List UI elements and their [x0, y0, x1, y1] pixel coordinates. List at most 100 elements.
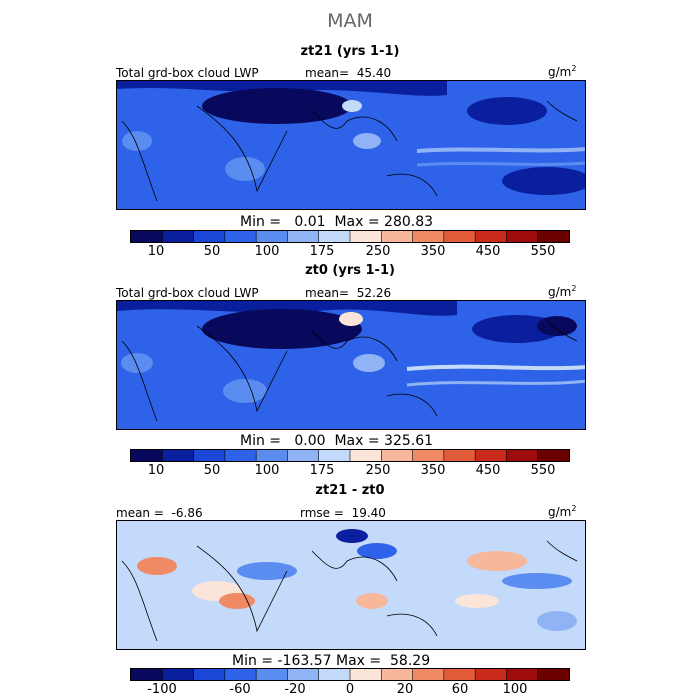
colorbar-swatch [412, 231, 445, 242]
colorbar-swatch [287, 450, 320, 461]
panel1-mean: mean= 45.40 [305, 66, 391, 80]
panel1-variable: Total grd-box cloud LWP [116, 66, 259, 80]
coastline-asia [311, 550, 398, 582]
coastline-central-america [546, 320, 578, 342]
panel2-units: g/m2 [548, 284, 577, 299]
panel1-tick-7: 550 [530, 244, 556, 259]
colorbar-swatch [224, 669, 257, 680]
panel2-minmax: Min = 0.00 Max = 325.61 [240, 433, 434, 449]
coastline-australia [386, 613, 438, 637]
panel2-variable: Total grd-box cloud LWP [116, 286, 259, 300]
positive-anomaly-north-pacific [467, 551, 527, 571]
panel1-tick-4: 250 [365, 244, 391, 259]
colorbar-swatch [162, 450, 195, 461]
colorbar-swatch [443, 669, 476, 680]
panel2-tick-2: 100 [254, 463, 280, 478]
panel2-colorbar [130, 449, 570, 462]
colorbar-swatch [193, 450, 226, 461]
coastline-africa [196, 545, 288, 633]
colorbar-swatch [162, 669, 195, 680]
panel2-tick-3: 175 [309, 463, 335, 478]
panel2-tick-1: 50 [203, 463, 221, 478]
colorbar-swatch [350, 669, 382, 680]
panel3-min-value: -163.57 [277, 653, 332, 669]
colorbar-swatch [506, 669, 539, 680]
pacific-clear-region [467, 97, 547, 125]
coastline-africa [196, 105, 288, 193]
maritime-continent-high [353, 133, 381, 149]
negative-anomaly-southeast-pacific [537, 611, 577, 631]
panel1-colorbar [130, 230, 570, 243]
panel2-mean: mean= 52.26 [305, 286, 391, 300]
panel1-tick-5: 350 [420, 244, 446, 259]
colorbar-swatch [506, 450, 539, 461]
season-title: MAM [327, 10, 373, 32]
panel1-minmax: Min = 0.01 Max = 280.83 [240, 214, 434, 230]
colorbar-swatch [381, 231, 414, 242]
panel3-tick-0: -100 [147, 682, 177, 697]
panel3-map-svg [117, 521, 585, 649]
colorbar-swatch [193, 231, 226, 242]
panel2-max-value: 325.61 [384, 433, 434, 449]
panel1-max-value: 280.83 [384, 214, 434, 230]
colorbar-swatch [475, 450, 507, 461]
colorbar-swatch [443, 450, 476, 461]
coastline-australia [386, 173, 438, 197]
panel2-tick-7: 550 [530, 463, 556, 478]
positive-anomaly-maritime [356, 593, 388, 609]
coastline-asia [311, 110, 398, 142]
panel1-tick-3: 175 [309, 244, 335, 259]
panel3-title: zt21 - zt0 [315, 483, 385, 498]
panel1-units: g/m2 [548, 64, 577, 79]
colorbar-swatch [412, 450, 445, 461]
panel1-colorbar-svg [131, 231, 569, 242]
panel3-tick-1: -60 [229, 682, 251, 697]
panel1-mean-label: mean= [305, 66, 350, 80]
colorbar-swatch [350, 450, 382, 461]
colorbar-swatch [506, 231, 539, 242]
coastline-central-america [546, 540, 578, 562]
coastline-south-america [121, 340, 158, 422]
colorbar-swatch [443, 231, 476, 242]
south-pacific-clear-region [502, 167, 585, 195]
panel3-tick-4: 20 [396, 682, 414, 697]
tibet-bright-spot [342, 100, 362, 112]
panel3-rmse-value: 19.40 [351, 506, 386, 520]
panel3-rmse: rmse = 19.40 [300, 506, 386, 520]
panel2-tick-0: 10 [147, 463, 165, 478]
panel2-map-svg [117, 301, 585, 429]
itcz-band [416, 147, 585, 153]
amazon-high [122, 131, 152, 151]
colorbar-swatch [318, 669, 351, 680]
panel3-mean-value: -6.86 [171, 506, 203, 520]
panel3-units: g/m2 [548, 504, 577, 519]
maritime-continent-high [353, 354, 385, 372]
panel1-tick-2: 100 [254, 244, 280, 259]
panel1-map-svg [117, 81, 585, 209]
panel1-tick-1: 50 [203, 244, 221, 259]
congo-high [223, 379, 267, 403]
panel2-mean-label: mean= [305, 286, 350, 300]
colorbar-swatch [537, 231, 569, 242]
panel2-tick-6: 450 [475, 463, 501, 478]
amazon-high [121, 353, 153, 373]
panel1-min-value: 0.01 [294, 214, 326, 230]
positive-anomaly-congo [219, 593, 255, 609]
colorbar-swatch [287, 669, 320, 680]
positive-anomaly-atlantic [137, 557, 177, 575]
panel3-mean: mean = -6.86 [116, 506, 203, 520]
colorbar-swatch [412, 669, 445, 680]
colorbar-swatch [381, 450, 414, 461]
panel1-tick-6: 450 [475, 244, 501, 259]
panel2-title: zt0 (yrs 1-1) [305, 263, 395, 278]
panel2-tick-5: 350 [420, 463, 446, 478]
panel2-tick-4: 250 [365, 463, 391, 478]
panel3-tick-3: 0 [345, 682, 355, 697]
negative-anomaly-tibet [336, 529, 368, 543]
colorbar-swatch [131, 231, 163, 242]
colorbar-swatch [256, 231, 288, 242]
colorbar-swatch [256, 450, 288, 461]
panel2-colorbar-svg [131, 450, 569, 461]
colorbar-swatch [131, 669, 163, 680]
panel2-min-value: 0.00 [294, 433, 326, 449]
